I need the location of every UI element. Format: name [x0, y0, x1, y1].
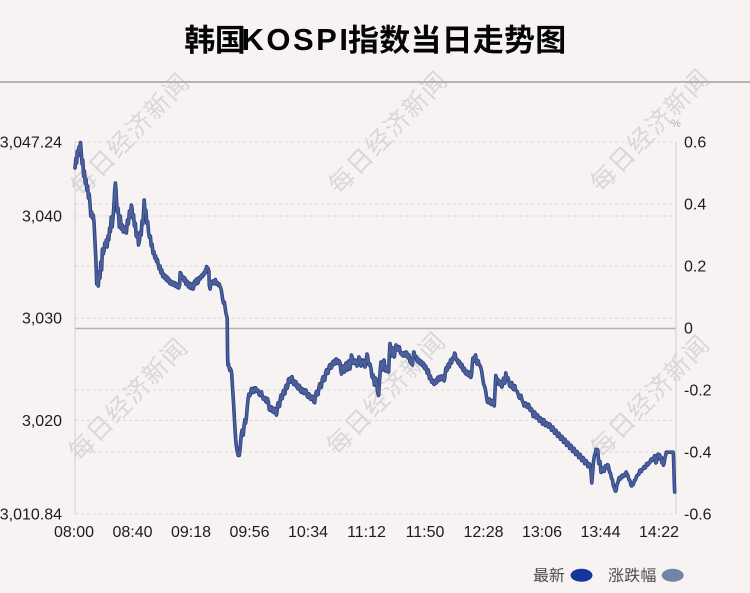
svg-text:08:40: 08:40	[112, 524, 152, 541]
svg-text:3,010.84: 3,010.84	[0, 507, 62, 524]
svg-text:3,040: 3,040	[22, 209, 62, 226]
svg-text:-0.6: -0.6	[684, 507, 712, 524]
svg-text:0: 0	[684, 321, 693, 338]
svg-text:11:50: 11:50	[406, 524, 445, 541]
svg-text:%: %	[671, 118, 681, 130]
svg-text:KOSPI: KOSPI	[242, 22, 351, 57]
svg-text:09:56: 09:56	[229, 524, 269, 541]
svg-text:13:44: 13:44	[580, 524, 620, 541]
svg-text:10:34: 10:34	[288, 524, 328, 541]
svg-text:-0.4: -0.4	[684, 445, 712, 462]
svg-text:3,047.24: 3,047.24	[0, 135, 62, 152]
svg-text:3,030: 3,030	[22, 311, 62, 328]
svg-text:12:28: 12:28	[463, 524, 503, 541]
svg-text:11:12: 11:12	[347, 524, 386, 541]
svg-text:0.2: 0.2	[684, 259, 706, 276]
svg-text:13:06: 13:06	[522, 524, 562, 541]
svg-text:14:22: 14:22	[639, 524, 679, 541]
svg-text:3,020: 3,020	[22, 413, 62, 430]
svg-text:0.4: 0.4	[684, 197, 706, 214]
svg-text:0.6: 0.6	[684, 135, 706, 152]
svg-text:08:00: 08:00	[54, 524, 94, 541]
svg-text:-0.2: -0.2	[684, 383, 712, 400]
svg-text:09:18: 09:18	[171, 524, 211, 541]
